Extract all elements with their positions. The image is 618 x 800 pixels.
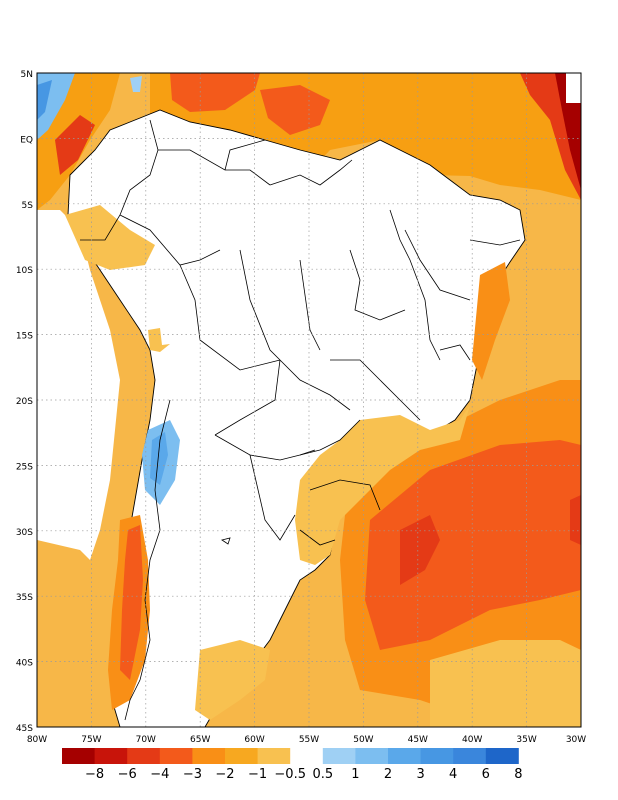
anomaly-contour-chile-core [120,525,143,680]
no-anomaly-pacific [37,210,120,560]
lat-label: 5S [22,201,34,211]
lat-label: 15S [16,332,33,342]
colorbar-label: −8 [85,767,104,782]
anomaly-contour-blue-caribbean [130,76,142,92]
colorbar-label: 4 [449,767,457,782]
colorbar-bin [420,748,454,764]
gridlines [37,73,581,727]
lon-label: 30W [566,735,586,745]
lakes [221,537,231,545]
colorbar-bin [94,748,128,764]
anomaly-contour-venezuela [260,85,330,135]
missing-data-strip [566,73,581,103]
lon-label: 35W [516,735,536,745]
colorbar-bin [159,748,193,764]
colorbar-label: 2 [384,767,392,782]
anomaly-contour-argentina-south [195,640,270,720]
anomaly-contour-south-brazil [295,405,470,565]
anomaly-contour-blue-atacama-core [150,432,168,485]
lon-label: 40W [462,735,482,745]
colorbar-bin [192,748,226,764]
map-frame [36,72,582,728]
lon-label: 65W [190,735,210,745]
colorbar-bin [290,748,324,764]
anomaly-contour-south-light [430,640,581,727]
lon-label: 50W [353,735,373,745]
lat-label: 30S [16,528,33,538]
lat-label: 10S [16,266,33,276]
colorbar-bin [485,748,519,764]
colorbar-label: 8 [514,767,522,782]
lat-label: 45S [16,724,33,734]
lat-label: 35S [16,593,33,603]
colorbar-bin [355,748,389,764]
lon-label: 80W [27,735,47,745]
colorbar-bin [127,748,161,764]
anomaly-contour-west-amazon [65,205,155,270]
lon-label: 60W [244,735,264,745]
colorbar-bin [322,748,356,764]
colorbar-label: 3 [416,767,424,782]
lat-label: EQ [20,135,33,145]
colorbar-bin [62,748,95,764]
lon-label: 75W [81,735,101,745]
latitude-axis: 5N EQ 5S 10S 15S 20S 25S 30S 35S 40S 45S [16,70,33,734]
lat-label: 40S [16,659,33,669]
colorbar-label: −2 [215,767,234,782]
lat-label: 5N [21,70,33,80]
colorbar-label: −3 [183,767,202,782]
colorbar-label: 0.5 [312,767,333,782]
anomaly-contour-east-max [570,495,581,545]
colorbar-bin [257,748,291,764]
anomaly-contour-pacific-south [37,540,100,727]
colorbar-label: −0.5 [274,767,306,782]
lat-label: 20S [16,397,33,407]
lon-label: 45W [408,735,428,745]
anomaly-contour-sw-atlantic-core [365,440,581,650]
colorbar-label: 1 [351,767,359,782]
anomaly-contour-caribbean [170,73,260,112]
longitude-axis: 80W 75W 70W 65W 60W 55W 50W 45W 40W 35W … [27,735,586,745]
colorbar-label: 6 [482,767,490,782]
colorbar: −8 −6 −4 −3 −2 −1 −0.5 0.5 1 2 3 4 6 8 [62,748,523,782]
lon-label: 55W [299,735,319,745]
colorbar-bin [453,748,487,764]
colorbar-label: −6 [118,767,137,782]
colorbar-bin [388,748,421,764]
anomaly-contour-sw-atlantic-max [400,515,440,585]
anomaly-contour-bolivia [148,328,170,352]
colorbar-label: −1 [248,767,267,782]
colorbar-bin [225,748,258,764]
anomaly-contour-ne-brazil-coast [472,262,510,380]
map-plot-area [37,73,581,727]
anomaly-contour-blue-nw-core [37,80,52,120]
anomaly-contour-colombia-coast [55,115,95,175]
lon-label: 70W [136,735,156,745]
lat-label: 25S [16,462,33,472]
colorbar-label: −4 [150,767,169,782]
